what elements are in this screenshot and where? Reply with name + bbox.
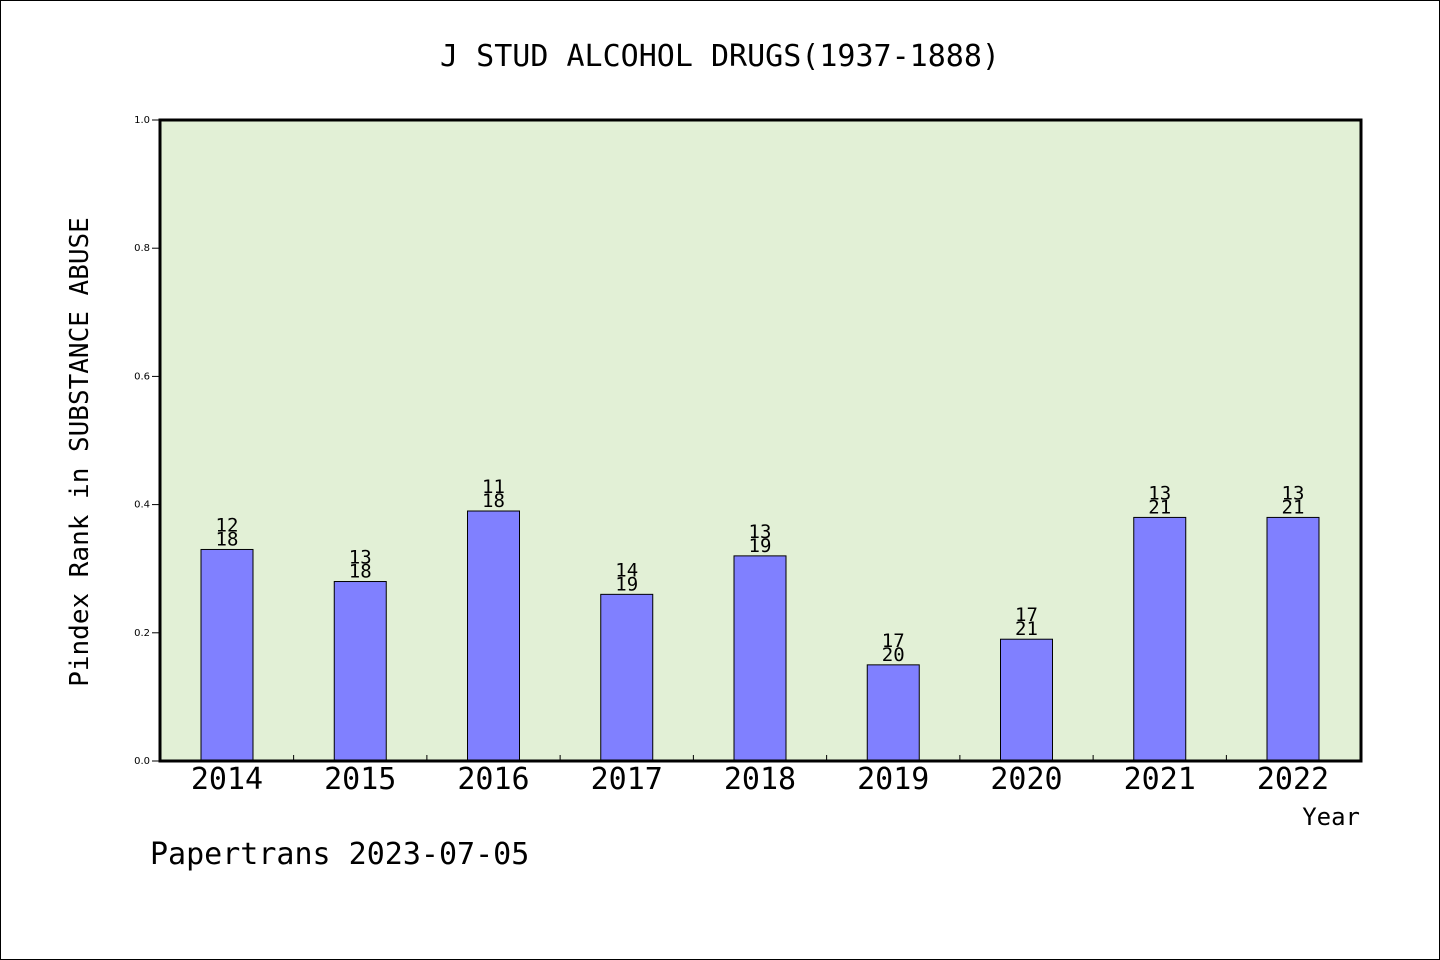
bar-label-top: 11 [482,476,505,498]
y-tick-label: 0.6 [134,371,150,382]
footer-credit: Papertrans 2023-07-05 [150,837,529,872]
y-tick-label: 0.4 [134,500,150,511]
bar-2020 [1000,638,1053,762]
bar-label-top: 17 [882,630,905,652]
bar-label-top: 12 [216,514,239,536]
bars-group [200,510,1320,762]
bar-2014 [200,548,254,762]
x-tick-label: 2016 [457,762,529,797]
bar-label-top: 13 [1282,482,1305,504]
y-tick-label: 0.8 [134,243,150,254]
bar-label-top: 17 [1015,604,1038,626]
x-axis-label: Year [1302,803,1360,831]
x-tick-label: 2021 [1124,762,1196,797]
x-tick-label: 2018 [724,762,796,797]
bar-2017 [600,593,654,762]
bar-label-bottom: 21 [1148,496,1171,518]
bar-label-top: 13 [349,547,372,569]
y-tick-label: 0.0 [134,756,150,767]
chart-title: J STUD ALCOHOL DRUGS(1937-1888) [440,39,1000,74]
y-tick-label: 0.2 [134,628,150,639]
bar-2021 [1133,516,1187,762]
bar-2022 [1266,516,1320,762]
bar-label-bottom: 19 [615,573,638,595]
bar-2016 [467,510,520,762]
plot-border [158,118,1363,763]
bar-label-bottom: 18 [216,528,239,550]
x-tick-label: 2014 [191,762,263,797]
bar-label-bottom: 20 [882,644,905,666]
y-tick-label: 1.0 [134,115,150,126]
x-tick-label: 2015 [324,762,396,797]
x-tick-label: 2020 [990,762,1062,797]
bar-label-bottom: 21 [1015,618,1038,640]
x-tick-label: 2017 [591,762,663,797]
bar-label-top: 13 [1148,482,1171,504]
x-axis: 2014 2015 2016 2017 2018 2019 2020 2021 2022 [191,755,1329,797]
bar-label-bottom: 19 [749,535,772,557]
bar-label-top: 14 [615,559,638,581]
bar-2018 [733,555,787,762]
bar-label-bottom: 18 [349,561,372,583]
bar-label-bottom: 18 [482,490,505,512]
x-tick-label: 2019 [857,762,929,797]
bar-label-top: 13 [749,521,772,543]
bar-2019 [866,664,920,762]
bar-label-bottom: 21 [1282,496,1305,518]
x-tick-label: 2022 [1257,762,1329,797]
y-axis: 0.0 0.2 0.4 0.6 0.8 1.0 [134,115,160,767]
y-axis-label: Pindex Rank in SUBSTANCE ABUSE [65,217,95,687]
bar-2015 [333,581,387,762]
